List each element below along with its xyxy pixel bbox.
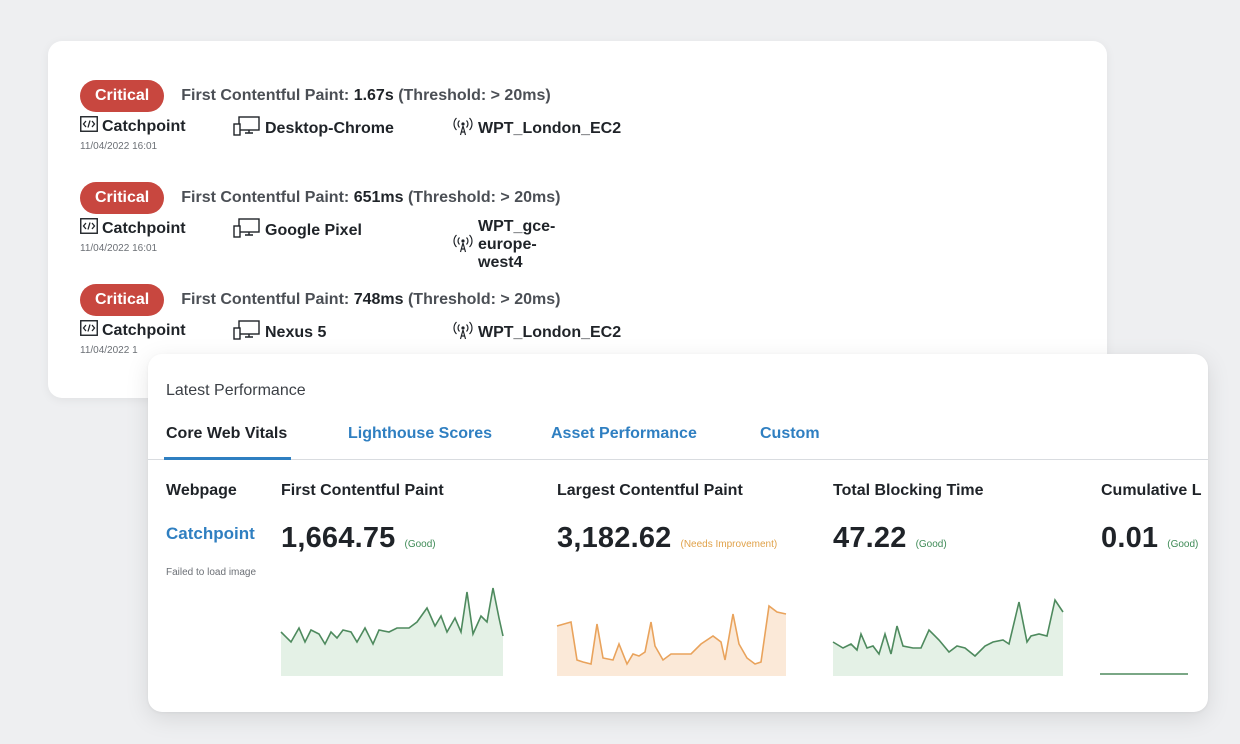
code-icon [80, 116, 102, 137]
signal-tower-icon [452, 116, 478, 141]
alert-location: WPT_London_EC2 [452, 320, 621, 345]
desktop-monitor-icon [233, 218, 265, 243]
alert-item[interactable]: Critical First Contentful Paint: 1.67s (… [80, 80, 621, 152]
alert-location: WPT_London_EC2 [452, 116, 621, 141]
performance-tabs: Core Web Vitals Lighthouse Scores Asset … [148, 424, 1208, 460]
desktop-monitor-icon [233, 116, 265, 141]
cls-status: (Good) [1167, 539, 1199, 550]
code-icon [80, 320, 102, 341]
fcp-sparkline [280, 587, 504, 676]
alert-device: Desktop-Chrome [233, 116, 394, 141]
webpage-link[interactable]: Catchpoint [166, 524, 255, 543]
alert-source: Catchpoint [80, 320, 186, 341]
performance-card: Latest Performance Core Web Vitals Light… [148, 354, 1208, 712]
cls-value: 0.01 [1101, 522, 1159, 554]
lcp-metric: 3,182.62 (Needs Improvement) [557, 522, 777, 555]
webpage-column-header: Webpage [166, 482, 237, 499]
tab-asset-performance[interactable]: Asset Performance [551, 425, 697, 442]
cls-sparkline [1100, 673, 1188, 675]
signal-tower-icon [452, 320, 478, 345]
tbt-metric: 47.22 (Good) [833, 522, 947, 555]
signal-tower-icon [452, 233, 478, 258]
fcp-metric: 1,664.75 (Good) [281, 522, 436, 555]
cls-column-header: Cumulative L [1101, 482, 1202, 499]
lcp-value: 3,182.62 [557, 522, 672, 554]
image-load-error: Failed to load image [166, 567, 257, 578]
tab-core-web-vitals[interactable]: Core Web Vitals [163, 424, 292, 460]
tbt-value: 47.22 [833, 522, 907, 554]
desktop-monitor-icon [233, 320, 265, 345]
code-icon [80, 218, 102, 239]
alert-location: WPT_gce-europe-west4 [452, 218, 560, 272]
alerts-card: Critical First Contentful Paint: 1.67s (… [48, 41, 1107, 398]
tab-custom[interactable]: Custom [760, 425, 820, 442]
alert-timestamp: 11/04/2022 16:01 [80, 243, 158, 254]
alert-item[interactable]: Critical First Contentful Paint: 748ms (… [80, 284, 621, 356]
alert-title: First Contentful Paint: 748ms (Threshold… [181, 291, 561, 308]
alert-device: Nexus 5 [233, 320, 326, 345]
lcp-sparkline [556, 604, 787, 676]
cls-metric: 0.01 (Good) [1101, 522, 1198, 555]
tbt-sparkline [832, 597, 1064, 676]
alert-title: First Contentful Paint: 1.67s (Threshold… [181, 87, 551, 104]
alert-source: Catchpoint [80, 116, 186, 137]
alert-item[interactable]: Critical First Contentful Paint: 651ms (… [80, 182, 561, 271]
alert-timestamp: 11/04/2022 1 [80, 345, 138, 356]
severity-badge: Critical [80, 80, 165, 112]
tab-lighthouse-scores[interactable]: Lighthouse Scores [348, 425, 493, 442]
tbt-status: (Good) [915, 539, 947, 550]
fcp-status: (Good) [404, 539, 436, 550]
fcp-column-header: First Contentful Paint [281, 482, 444, 499]
alert-source: Catchpoint [80, 218, 186, 239]
fcp-value: 1,664.75 [281, 522, 396, 554]
severity-badge: Critical [80, 182, 165, 214]
lcp-column-header: Largest Contentful Paint [557, 482, 743, 499]
alert-device: Google Pixel [233, 218, 362, 243]
alert-timestamp: 11/04/2022 16:01 [80, 141, 158, 152]
lcp-status: (Needs Improvement) [680, 539, 778, 550]
severity-badge: Critical [80, 284, 165, 316]
performance-title: Latest Performance [166, 382, 306, 399]
tbt-column-header: Total Blocking Time [833, 482, 984, 499]
alert-title: First Contentful Paint: 651ms (Threshold… [181, 189, 561, 206]
